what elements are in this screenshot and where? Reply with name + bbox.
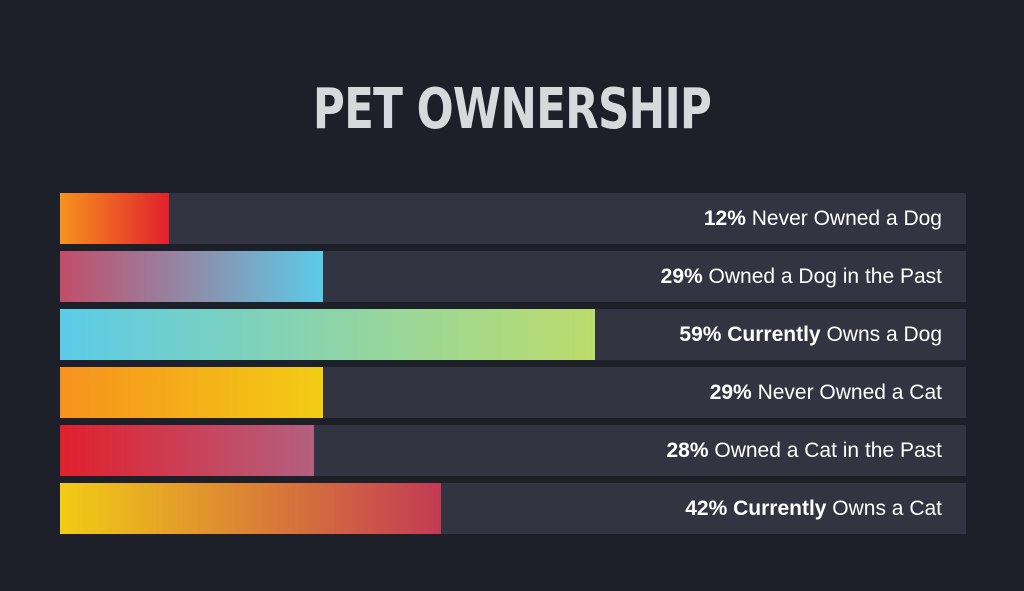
bar-fill — [60, 309, 595, 360]
bar-percent: 42% — [685, 497, 728, 520]
bar-category: Never Owned a Dog — [745, 207, 942, 230]
bar-fill — [60, 367, 323, 418]
bar-fill — [60, 483, 441, 534]
bar-label: 29% Owned a Dog in the Past — [661, 251, 942, 302]
bar-emphasis: Currently — [727, 497, 827, 520]
bar-label: 12% Never Owned a Dog — [704, 193, 942, 244]
bar-label: 42% Currently Owns a Cat — [685, 483, 942, 534]
bar-percent: 28% — [666, 439, 709, 462]
bar-row: 12% Never Owned a Dog — [60, 193, 966, 244]
bar-emphasis: Currently — [721, 323, 821, 346]
bar-row: 29% Never Owned a Cat — [60, 367, 966, 418]
bar-fill — [60, 251, 323, 302]
bar-category: Owned a Dog in the Past — [702, 265, 942, 288]
bar-percent: 29% — [660, 265, 703, 288]
bar-category: Owns a Dog — [820, 323, 942, 346]
chart-title: PET OWNERSHIP — [312, 77, 712, 142]
bar-category: Owns a Cat — [826, 497, 942, 520]
bar-row: 29% Owned a Dog in the Past — [60, 251, 966, 302]
bar-fill — [60, 425, 314, 476]
bar-percent: 12% — [703, 207, 746, 230]
bar-row: 42% Currently Owns a Cat — [60, 483, 966, 534]
bar-chart: 12% Never Owned a Dog 29% Owned a Dog in … — [60, 193, 966, 534]
bar-percent: 29% — [709, 381, 752, 404]
bar-label: 29% Never Owned a Cat — [710, 367, 942, 418]
bar-row: 59% Currently Owns a Dog — [60, 309, 966, 360]
bar-percent: 59% — [679, 323, 722, 346]
bar-label: 28% Owned a Cat in the Past — [667, 425, 943, 476]
bar-row: 28% Owned a Cat in the Past — [60, 425, 966, 476]
bar-category: Owned a Cat in the Past — [708, 439, 942, 462]
bar-label: 59% Currently Owns a Dog — [679, 309, 942, 360]
bar-category: Never Owned a Cat — [751, 381, 942, 404]
bar-fill — [60, 193, 169, 244]
